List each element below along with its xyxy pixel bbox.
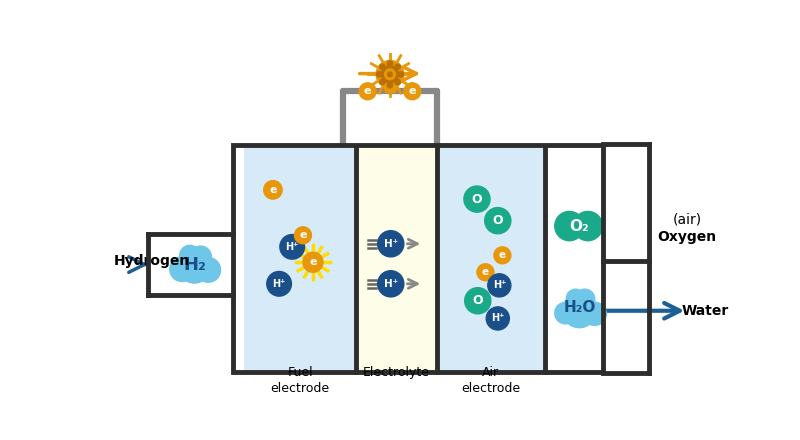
Circle shape	[180, 245, 200, 265]
Text: e: e	[299, 230, 306, 240]
Circle shape	[486, 307, 510, 330]
Circle shape	[388, 72, 392, 77]
Bar	[437, 145, 545, 372]
Circle shape	[359, 83, 376, 100]
Bar	[356, 145, 437, 372]
Text: H₂O: H₂O	[563, 300, 595, 315]
Text: H⁺: H⁺	[384, 239, 398, 249]
Text: e: e	[310, 257, 317, 267]
Text: Fuel
electrode: Fuel electrode	[270, 366, 330, 395]
Circle shape	[574, 289, 594, 309]
Circle shape	[494, 247, 511, 264]
Text: (air): (air)	[673, 213, 702, 227]
Circle shape	[303, 252, 323, 272]
Circle shape	[264, 180, 282, 199]
Text: H⁺: H⁺	[286, 242, 299, 252]
Circle shape	[554, 302, 576, 324]
Circle shape	[465, 288, 491, 314]
Circle shape	[485, 208, 511, 234]
Circle shape	[554, 211, 584, 241]
Circle shape	[376, 60, 404, 88]
Circle shape	[380, 64, 385, 70]
Circle shape	[477, 264, 494, 281]
Text: Hydrogen: Hydrogen	[114, 254, 190, 268]
Circle shape	[398, 72, 403, 77]
Text: H⁺: H⁺	[384, 279, 398, 289]
Circle shape	[387, 82, 393, 88]
Circle shape	[294, 227, 311, 244]
Bar	[233, 145, 602, 372]
Circle shape	[196, 257, 221, 282]
Text: H⁺: H⁺	[273, 279, 286, 289]
Circle shape	[385, 69, 395, 80]
Circle shape	[380, 79, 385, 84]
Text: O: O	[493, 214, 503, 227]
Text: O₂: O₂	[570, 219, 590, 234]
Circle shape	[280, 235, 305, 259]
Circle shape	[562, 294, 596, 328]
Text: e: e	[499, 250, 506, 260]
Circle shape	[464, 186, 490, 212]
Text: O: O	[472, 193, 482, 205]
Bar	[245, 145, 356, 372]
Text: H⁺: H⁺	[491, 313, 505, 323]
Text: O: O	[473, 294, 483, 307]
Circle shape	[190, 246, 211, 268]
Circle shape	[387, 61, 393, 66]
Text: e: e	[364, 86, 371, 96]
Text: e: e	[482, 267, 489, 277]
Text: e: e	[409, 86, 416, 96]
Circle shape	[382, 66, 398, 83]
Text: e: e	[269, 185, 277, 195]
Circle shape	[574, 211, 602, 241]
Circle shape	[378, 231, 404, 257]
Circle shape	[404, 83, 421, 100]
Text: H⁺: H⁺	[493, 280, 506, 290]
Circle shape	[566, 289, 585, 308]
Text: Electrolyte: Electrolyte	[363, 366, 430, 379]
Circle shape	[377, 72, 382, 77]
Circle shape	[395, 79, 400, 84]
Text: Water: Water	[682, 304, 729, 318]
Text: Air
electrode: Air electrode	[462, 366, 521, 395]
Circle shape	[395, 64, 400, 70]
Circle shape	[583, 302, 606, 326]
Circle shape	[178, 249, 211, 283]
Text: Oxygen: Oxygen	[658, 230, 717, 244]
Circle shape	[488, 274, 511, 297]
Text: H₂: H₂	[184, 256, 206, 274]
Circle shape	[170, 257, 194, 282]
Circle shape	[378, 271, 404, 297]
Circle shape	[266, 271, 291, 296]
